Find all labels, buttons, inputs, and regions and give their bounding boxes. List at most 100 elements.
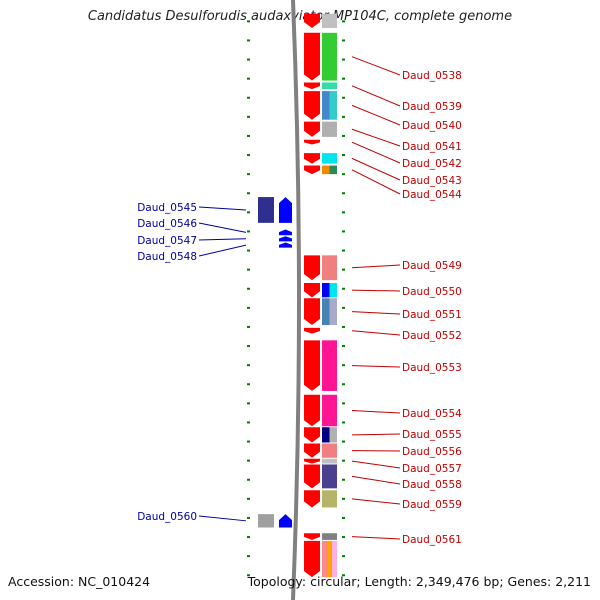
cog-block (322, 458, 337, 464)
minor-tick-right (342, 383, 345, 386)
minor-tick-left (247, 134, 250, 137)
cog-block (322, 153, 337, 164)
cog-block (258, 197, 274, 223)
cog-block (329, 165, 337, 175)
minor-tick-left (247, 306, 250, 309)
minor-tick-left (247, 574, 250, 577)
gene-label-daud_0549: Daud_0549 (402, 260, 462, 272)
gene-daud_0539 (304, 82, 337, 90)
forward-gene-arrow (304, 255, 320, 281)
gene-daud_0561 (304, 533, 337, 540)
gene-label-daud_0554: Daud_0554 (402, 408, 462, 420)
minor-tick-left (247, 58, 250, 61)
minor-tick-left (247, 211, 250, 214)
scale-ticks (247, 20, 345, 577)
cog-block (322, 32, 337, 81)
gene-label-daud_0561: Daud_0561 (402, 534, 462, 546)
forward-gene-arrow (304, 540, 320, 578)
gene-label-daud_0539: Daud_0539 (402, 101, 462, 113)
reverse-gene-arrow (279, 242, 292, 248)
cog-block (322, 283, 330, 298)
minor-tick-left (247, 459, 250, 462)
genome-title: Candidatus Desulforudis audaxviator MP10… (87, 9, 513, 24)
cog-block (322, 490, 337, 508)
minor-tick-left (247, 440, 250, 443)
minor-tick-left (247, 345, 250, 348)
minor-tick-left (247, 115, 250, 118)
gene-bottom-fragment (304, 540, 337, 578)
minor-tick-right (342, 77, 345, 80)
minor-tick-left (247, 497, 250, 500)
reverse-gene-arrow (279, 229, 292, 236)
forward-gene-arrow (304, 327, 320, 334)
gene-daud_0538 (304, 32, 337, 81)
gene-daud_0559 (304, 490, 337, 508)
cog-block (322, 394, 337, 427)
gene-daud_0555 (304, 427, 337, 443)
gene-label-daud_0557: Daud_0557 (402, 463, 462, 475)
gene-label-daud_0551: Daud_0551 (402, 309, 462, 321)
cog-block (329, 91, 337, 120)
forward-gene-arrow (304, 464, 320, 489)
minor-tick-left (247, 20, 250, 23)
minor-tick-right (342, 421, 345, 424)
gene-label-daud_0547: Daud_0547 (137, 235, 197, 247)
label-leader (351, 330, 401, 336)
forward-gene-arrow (304, 91, 320, 120)
gene-daud_0551 (304, 298, 337, 326)
gene-daud_0546 (279, 229, 292, 236)
gene-top-fragment (304, 13, 337, 29)
minor-tick-left (247, 96, 250, 99)
minor-tick-right (342, 20, 345, 23)
minor-tick-left (247, 555, 250, 558)
gene-daud_0544 (304, 165, 337, 175)
gene-label-daud_0546: Daud_0546 (137, 218, 197, 230)
gene-label-daud_0540: Daud_0540 (402, 120, 462, 132)
minor-tick-right (342, 555, 345, 558)
minor-tick-right (342, 306, 345, 309)
gene-label-daud_0556: Daud_0556 (402, 446, 462, 458)
label-leader (198, 222, 247, 233)
label-leader (351, 264, 401, 269)
minor-tick-right (342, 58, 345, 61)
gene-label-daud_0542: Daud_0542 (402, 158, 462, 170)
gene-daud_0552 (304, 327, 320, 334)
gene-daud_0547 (279, 236, 292, 242)
forward-gene-arrow (304, 82, 320, 90)
cog-block (332, 540, 337, 578)
gene-label-daud_0553: Daud_0553 (402, 362, 462, 374)
gene-label-daud_0555: Daud_0555 (402, 429, 462, 441)
gene-daud_0540 (304, 91, 337, 120)
label-leader (351, 311, 401, 315)
label-leader (198, 238, 247, 241)
gene-daud_0543 (304, 153, 337, 164)
minor-tick-left (247, 325, 250, 328)
minor-tick-right (342, 39, 345, 42)
cog-block (322, 443, 337, 458)
gene-label-daud_0543: Daud_0543 (402, 175, 462, 187)
minor-tick-left (247, 478, 250, 481)
minor-tick-left (247, 249, 250, 252)
gene-label-daud_0545: Daud_0545 (137, 202, 197, 214)
label-leader (351, 104, 401, 126)
gene-daud_0557 (304, 458, 337, 464)
minor-tick-left (247, 402, 250, 405)
label-leader (351, 475, 401, 485)
forward-gene-arrow (304, 13, 320, 29)
cog-block (258, 514, 274, 528)
label-leader (351, 157, 401, 181)
gene-daud_0545 (258, 197, 292, 223)
reverse-gene-arrow (279, 514, 292, 528)
minor-tick-left (247, 536, 250, 539)
forward-gene-arrow (304, 490, 320, 508)
label-leader (351, 169, 401, 195)
forward-gene-arrow (304, 533, 320, 540)
minor-tick-right (342, 478, 345, 481)
minor-tick-right (342, 154, 345, 157)
cog-block (322, 165, 330, 175)
minor-tick-left (247, 173, 250, 176)
label-leader (351, 536, 401, 540)
cog-block (329, 427, 337, 443)
cog-block (327, 540, 332, 578)
